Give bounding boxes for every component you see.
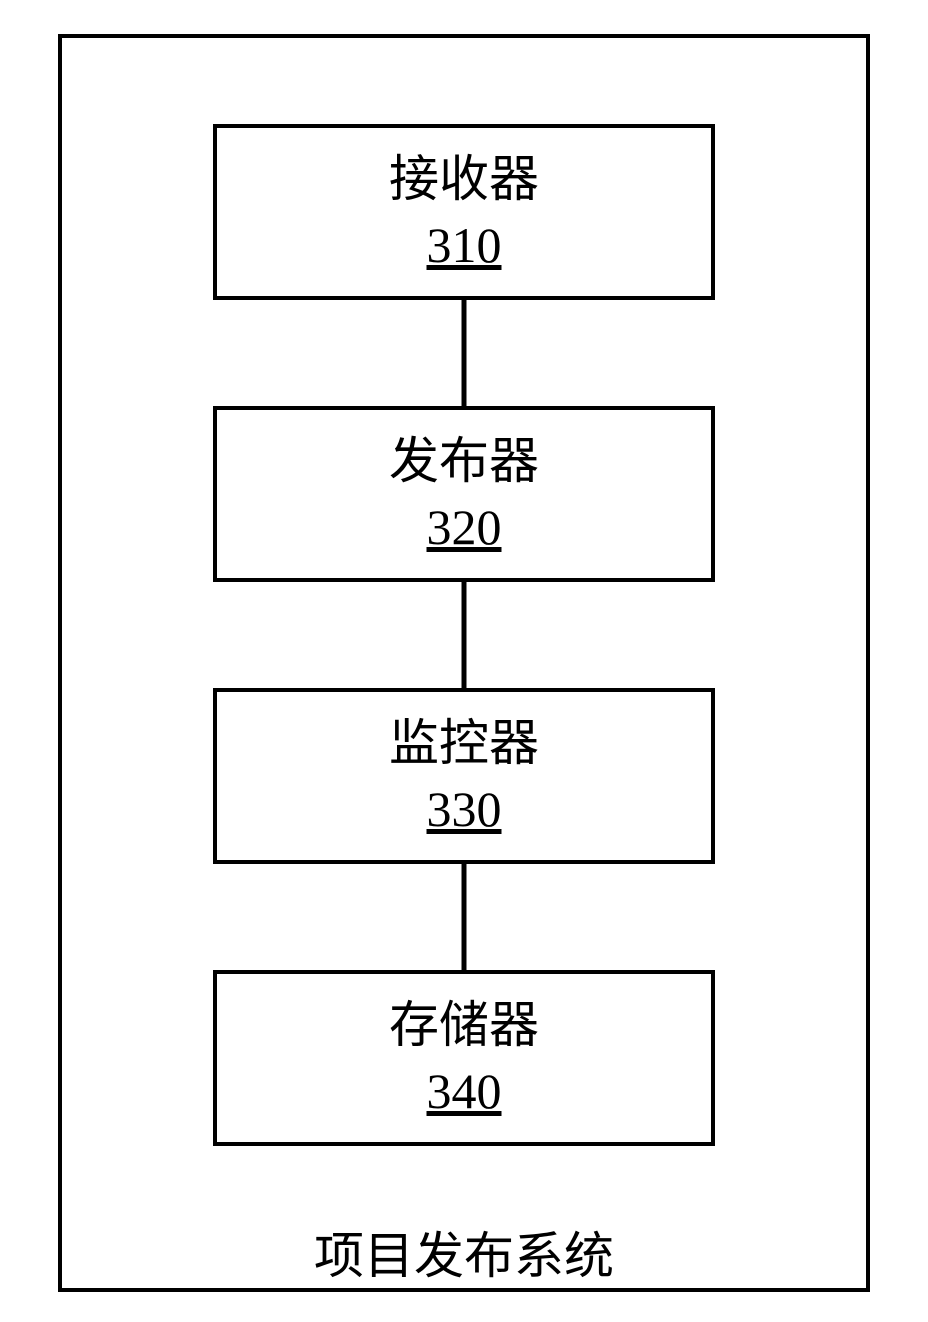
diagram-caption: 项目发布系统 <box>314 1216 614 1288</box>
node-label: 监控器 <box>389 713 539 773</box>
node-publisher: 发布器 320 <box>213 406 715 582</box>
node-number: 340 <box>427 1061 502 1121</box>
node-label: 发布器 <box>389 431 539 491</box>
edge-1-2 <box>462 300 467 406</box>
node-monitor: 监控器 330 <box>213 688 715 864</box>
edge-3-4 <box>462 864 467 970</box>
node-number: 330 <box>427 779 502 839</box>
node-receiver: 接收器 310 <box>213 124 715 300</box>
node-label: 存储器 <box>389 995 539 1055</box>
node-number: 310 <box>427 215 502 275</box>
node-label: 接收器 <box>389 149 539 209</box>
diagram-frame: 接收器 310 发布器 320 监控器 330 存储器 340 项目发布系统 <box>58 34 870 1292</box>
node-number: 320 <box>427 497 502 557</box>
edge-2-3 <box>462 582 467 688</box>
node-storage: 存储器 340 <box>213 970 715 1146</box>
